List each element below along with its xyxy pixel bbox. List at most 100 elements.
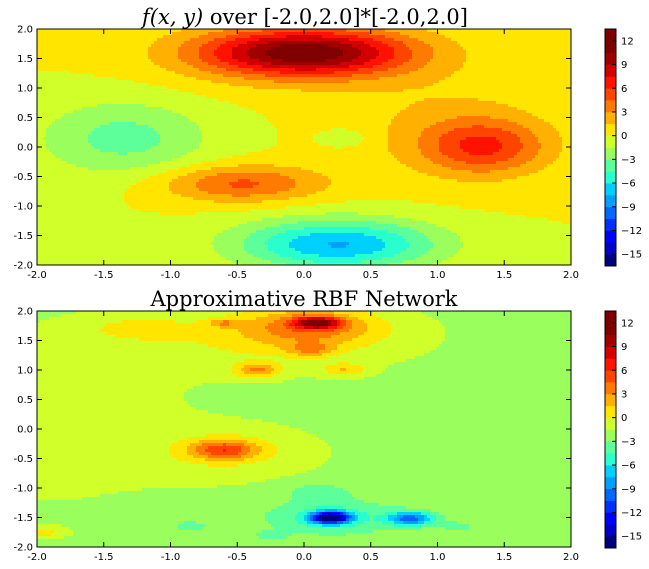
contour-cell [274, 101, 278, 105]
contour-cell [91, 86, 95, 90]
contour-cell [172, 29, 176, 33]
contour-cell [490, 47, 494, 51]
contour-cell [439, 47, 443, 51]
contour-cell [427, 110, 431, 114]
contour-cell [484, 110, 488, 114]
contour-cell [379, 80, 383, 84]
contour-cell [397, 95, 401, 99]
contour-cell [526, 95, 530, 99]
contour-cell [463, 53, 467, 57]
contour-cell [328, 53, 332, 57]
contour-cell [376, 35, 380, 39]
contour-cell [58, 104, 62, 108]
contour-cell [460, 47, 464, 51]
contour-cell [310, 35, 314, 39]
contour-cell [364, 83, 368, 87]
contour-cell [481, 50, 485, 54]
contour-cell [103, 32, 107, 36]
contour-cell [532, 32, 536, 36]
contour-cell [247, 62, 251, 66]
contour-cell [160, 77, 164, 81]
contour-cell [196, 47, 200, 51]
contour-cell [436, 53, 440, 57]
contour-cell [247, 44, 251, 48]
contour-cell [460, 62, 464, 66]
contour-cell [346, 92, 350, 96]
contour-cell [442, 65, 446, 69]
contour-cell [49, 98, 53, 102]
contour-cell [280, 68, 284, 72]
contour-cell [457, 83, 461, 87]
contour-cell [217, 35, 221, 39]
contour-cell [286, 44, 290, 48]
contour-cell [409, 35, 413, 39]
contour-cell [85, 35, 89, 39]
contour-cell [469, 56, 473, 60]
contour-cell [349, 95, 353, 99]
contour-cell [559, 86, 563, 90]
contour-cell [502, 101, 506, 105]
contour-cell [76, 62, 80, 66]
contour-cell [412, 62, 416, 66]
contour-cell [148, 62, 152, 66]
contour-cell [64, 98, 68, 102]
contour-cell [271, 89, 275, 93]
contour-cell [334, 83, 338, 87]
contour-cell [310, 74, 314, 78]
contour-cell [547, 101, 551, 105]
contour-cell [328, 80, 332, 84]
contour-cell [454, 35, 458, 39]
contour-cell [145, 29, 149, 33]
contour-cell [238, 65, 242, 69]
contour-cell [370, 77, 374, 81]
contour-cell [457, 38, 461, 42]
contour-cell [472, 41, 476, 45]
contour-cell [253, 77, 257, 81]
contour-cell [70, 68, 74, 72]
contour-cell [415, 41, 419, 45]
contour-cell [376, 107, 380, 111]
contour-cell [190, 80, 194, 84]
contour-cell [169, 74, 173, 78]
contour-cell [157, 65, 161, 69]
contour-cell [457, 35, 461, 39]
contour-cell [349, 53, 353, 57]
contour-cell [244, 29, 248, 33]
contour-cell [520, 59, 524, 63]
contour-cell [418, 41, 422, 45]
contour-cell [235, 101, 239, 105]
contour-cell [103, 53, 107, 57]
contour-cell [316, 74, 320, 78]
contour-cell [121, 68, 125, 72]
contour-cell [493, 62, 497, 66]
contour-cell [361, 29, 365, 33]
contour-cell [514, 68, 518, 72]
contour-cell [190, 101, 194, 105]
contour-cell [244, 59, 248, 63]
contour-cell [58, 47, 62, 51]
contour-cell [205, 68, 209, 72]
contour-cell [295, 74, 299, 78]
contour-cell [451, 53, 455, 57]
contour-cell [121, 38, 125, 42]
contour-cell [562, 59, 566, 63]
contour-cell [307, 77, 311, 81]
contour-cell [460, 80, 464, 84]
contour-cell [145, 32, 149, 36]
contour-cell [115, 56, 119, 60]
contour-cell [64, 38, 68, 42]
contour-cell [247, 71, 251, 75]
contour-cell [553, 77, 557, 81]
contour-cell [202, 101, 206, 105]
contour-cell [238, 80, 242, 84]
contour-cell [409, 95, 413, 99]
contour-cell [304, 68, 308, 72]
contour-cell [262, 44, 266, 48]
contour-cell [394, 80, 398, 84]
contour-cell [145, 44, 149, 48]
contour-cell [262, 92, 266, 96]
contour-cell [301, 80, 305, 84]
contour-cell [199, 41, 203, 45]
contour-cell [490, 107, 494, 111]
contour-cell [496, 74, 500, 78]
